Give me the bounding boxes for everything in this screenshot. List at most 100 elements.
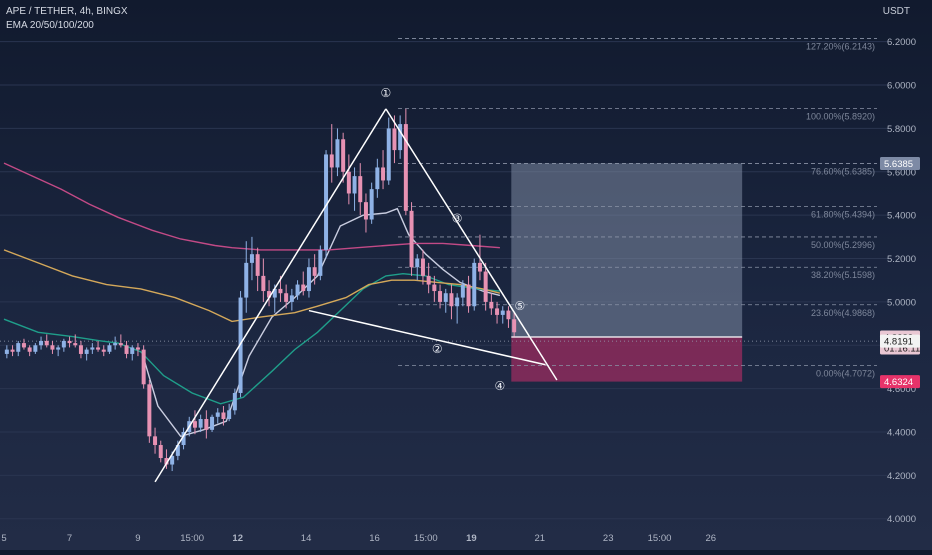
x-tick-label: 12	[232, 533, 243, 544]
y-tick-label: 5.2000	[887, 254, 916, 265]
candle-body	[21, 343, 26, 348]
candle-body	[329, 154, 334, 168]
candle-body	[483, 271, 488, 302]
x-tick-label: 26	[706, 533, 717, 544]
candle-body	[124, 345, 129, 354]
price-tag-label: 4.6324	[884, 377, 913, 388]
candle-body	[50, 345, 55, 350]
candle-body	[335, 139, 340, 168]
x-tick-label: 14	[301, 533, 312, 544]
wave-label: ②	[432, 342, 443, 356]
candle-body	[118, 343, 123, 346]
candle-body	[403, 124, 408, 211]
candle-body	[375, 167, 380, 190]
candles	[4, 108, 517, 472]
x-tick-label: 15:00	[180, 533, 204, 544]
candle-body	[147, 384, 152, 437]
y-tick-label: 5.4000	[887, 211, 916, 222]
candle-body	[170, 455, 175, 465]
target-zone	[511, 163, 743, 337]
candle-body	[352, 176, 357, 194]
candle-body	[249, 254, 254, 263]
price-tag-label: 5.6385	[884, 159, 913, 170]
candle-body	[477, 262, 482, 272]
candle-body	[318, 249, 323, 276]
candle-body	[204, 418, 209, 430]
wave-label: ⑤	[514, 299, 525, 313]
wave-label: ③	[452, 212, 463, 226]
indicator-label: EMA 20/50/100/200	[6, 20, 94, 31]
candle-body	[495, 308, 500, 315]
candle-body	[358, 176, 363, 203]
candle-body	[221, 412, 226, 419]
candle-body	[506, 310, 511, 320]
ema-line	[3, 272, 500, 405]
candle-body	[455, 297, 460, 307]
time-axis: 5 7 9 15:00 12 14 16 15:00 19 21 23 15:00 26	[1, 533, 716, 544]
trend-lines	[154, 108, 558, 483]
candle-body	[227, 410, 232, 419]
candle-body	[4, 349, 9, 354]
y-tick-label: 4.6000	[887, 384, 916, 395]
candle-body	[438, 291, 443, 302]
x-tick-label: 5	[1, 533, 6, 544]
wave-labels: ① ② ③ ④ ⑤	[381, 86, 526, 393]
candle-body	[295, 284, 300, 296]
candle-body	[198, 418, 203, 428]
candle-body	[164, 458, 169, 465]
x-tick-label: 15:00	[414, 533, 438, 544]
candle-body	[284, 293, 289, 302]
candle-body	[192, 421, 197, 428]
candle-body	[44, 340, 49, 346]
x-tick-label: 15:00	[648, 533, 672, 544]
trend-line-up	[154, 108, 387, 483]
candle-body	[301, 284, 306, 292]
candle-body	[289, 295, 294, 302]
x-tick-label: 23	[603, 533, 614, 544]
candle-body	[96, 347, 101, 350]
candle-body	[181, 432, 186, 446]
candle-body	[381, 167, 386, 181]
candle-body	[113, 343, 118, 346]
symbol-title: APE / TETHER, 4h, BINGX	[6, 6, 128, 17]
candle-body	[512, 319, 517, 333]
candle-body	[16, 343, 21, 352]
candle-body	[346, 171, 351, 194]
price-axis: 6.2000 6.0000 5.8000 5.6000 5.4000 5.2000 5.00…	[887, 37, 916, 525]
candle-body	[267, 291, 272, 298]
candle-body	[420, 258, 425, 276]
candle-body	[27, 347, 32, 352]
fib-level-label: 38.20%(5.1598)	[811, 270, 875, 280]
candle-body	[73, 343, 78, 346]
candle-body	[398, 124, 403, 151]
candle-body	[141, 349, 146, 385]
fib-level-label: 127.20%(6.2143)	[806, 42, 875, 52]
candle-body	[324, 154, 329, 250]
candle-body	[272, 288, 277, 298]
x-tick-label: 7	[67, 533, 72, 544]
candle-body	[369, 189, 374, 220]
y-tick-label: 6.2000	[887, 37, 916, 48]
ema-line	[3, 249, 501, 323]
candle-body	[67, 340, 72, 344]
fibonacci-levels: 127.20%(6.2143) 100.00%(5.8920) 76.60%(5.6…	[398, 38, 877, 378]
candle-body	[449, 293, 454, 307]
candle-body	[84, 349, 89, 354]
y-tick-label: 6.0000	[887, 81, 916, 92]
candle-body	[101, 349, 106, 352]
candle-body	[432, 284, 437, 292]
price-tag-bg	[880, 375, 920, 389]
candle-body	[341, 139, 346, 172]
y-tick-label: 5.0000	[887, 297, 916, 308]
x-tick-label: 16	[369, 533, 380, 544]
candle-body	[489, 301, 494, 309]
price-tag-label: 01:16:11	[884, 344, 920, 355]
candle-body	[500, 310, 505, 315]
trend-line-down	[385, 108, 558, 381]
candle-body	[232, 392, 237, 411]
candle-body	[130, 347, 135, 354]
wedge-lower-line	[308, 309, 546, 366]
candle-body	[215, 412, 220, 417]
